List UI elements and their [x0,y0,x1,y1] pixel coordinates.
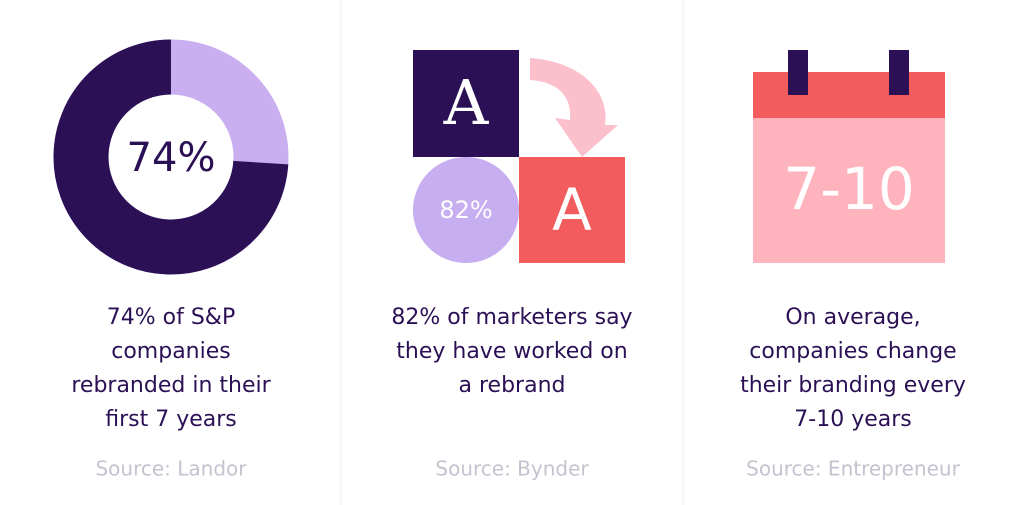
donut-segment [53,39,289,275]
caption-line: On average, [785,305,920,330]
stat-circle [413,157,519,263]
stat-label: 82% [439,196,492,224]
captions: 74% of S&P companies rebranded in their fir… [71,305,966,481]
letter: A [443,66,490,139]
caption-line: 74% of S&P [107,305,235,330]
calendar-label: 7-10 [783,155,915,223]
caption-line: companies change [749,339,956,364]
calendar-ring [788,50,808,95]
source: Source: Entrepreneur [746,457,960,481]
letter: A [552,176,592,244]
source: Source: Bynder [435,457,589,481]
calendar-header [753,72,945,118]
caption-line: a rebrand [459,373,566,398]
calendar-ring [889,50,909,95]
caption-line: 7-10 years [794,407,911,432]
donut-label: 74% [127,135,216,181]
caption-line: first 7 years [105,407,237,432]
letter-box [519,157,625,263]
letter-box [413,50,519,157]
caption-line: 82% of marketers say [391,305,632,330]
caption-line: they have worked on [396,339,627,364]
caption-line: companies [111,339,231,364]
caption-line: their branding every [740,373,966,398]
caption-line: rebranded in their [71,373,271,398]
arrow [530,58,618,157]
source: Source: Landor [95,457,247,481]
